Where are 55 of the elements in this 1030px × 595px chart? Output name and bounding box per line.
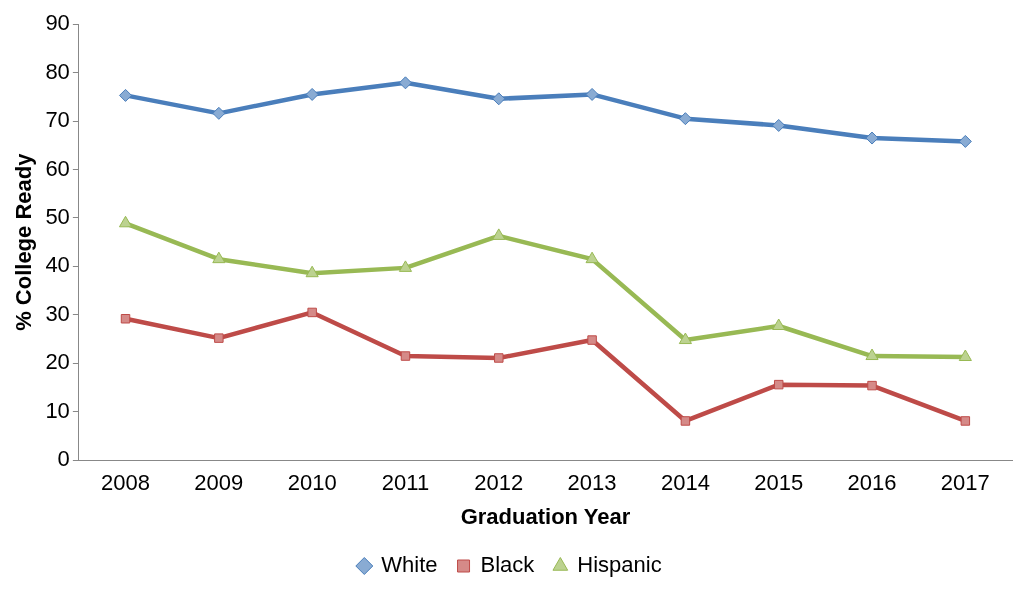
point [398, 76, 412, 90]
point [214, 333, 224, 343]
x-tick-label: 2013 [567, 470, 617, 496]
point [958, 349, 972, 362]
x-tick-label: 2010 [287, 470, 337, 496]
point [773, 379, 784, 390]
y-tick-label: 40 [45, 252, 70, 278]
x-tick-label: 2015 [754, 470, 804, 496]
x-tick-label: 2016 [847, 470, 897, 496]
point [118, 215, 133, 228]
point [678, 112, 692, 126]
y-axis-title: % College Ready [11, 152, 37, 331]
y-tick-label: 10 [45, 397, 70, 423]
y-tick-label: 20 [45, 349, 70, 375]
point [305, 87, 319, 101]
point [305, 265, 319, 278]
x-tick-label: 2017 [940, 470, 990, 496]
point [587, 335, 597, 345]
point [585, 87, 599, 101]
x-tick-label: 2012 [474, 470, 524, 496]
point [585, 251, 599, 264]
y-tick-label: 50 [45, 204, 70, 230]
x-tick-label: 2009 [194, 470, 244, 496]
point [494, 353, 504, 363]
y-tick-label: 90 [45, 10, 70, 36]
point [680, 416, 691, 426]
y-tick-label: 0 [57, 446, 70, 472]
point [120, 314, 131, 324]
point [867, 380, 877, 391]
x-axis-title: Graduation Year [460, 503, 631, 529]
legend-label: Black [480, 552, 536, 578]
point [678, 332, 692, 345]
x-tick-label: 2011 [381, 470, 430, 496]
point [400, 351, 411, 361]
point [119, 88, 133, 102]
point [772, 118, 786, 132]
x-tick-label: 2008 [101, 470, 150, 496]
point [492, 92, 506, 106]
y-tick-label: 80 [45, 58, 70, 84]
point [212, 251, 226, 264]
point [212, 106, 226, 120]
point [958, 134, 972, 148]
point [398, 260, 413, 272]
x-tick-label: 2014 [660, 470, 710, 496]
point [307, 307, 317, 318]
point [772, 318, 786, 331]
point [960, 416, 971, 426]
point [865, 348, 879, 361]
point [492, 228, 506, 240]
point [865, 131, 879, 145]
legend-label: Hispanic [577, 552, 662, 578]
y-tick-label: 30 [45, 300, 70, 326]
y-tick-label: 60 [45, 155, 70, 181]
y-tick-label: 70 [45, 107, 70, 133]
legend-label: White [381, 552, 438, 578]
